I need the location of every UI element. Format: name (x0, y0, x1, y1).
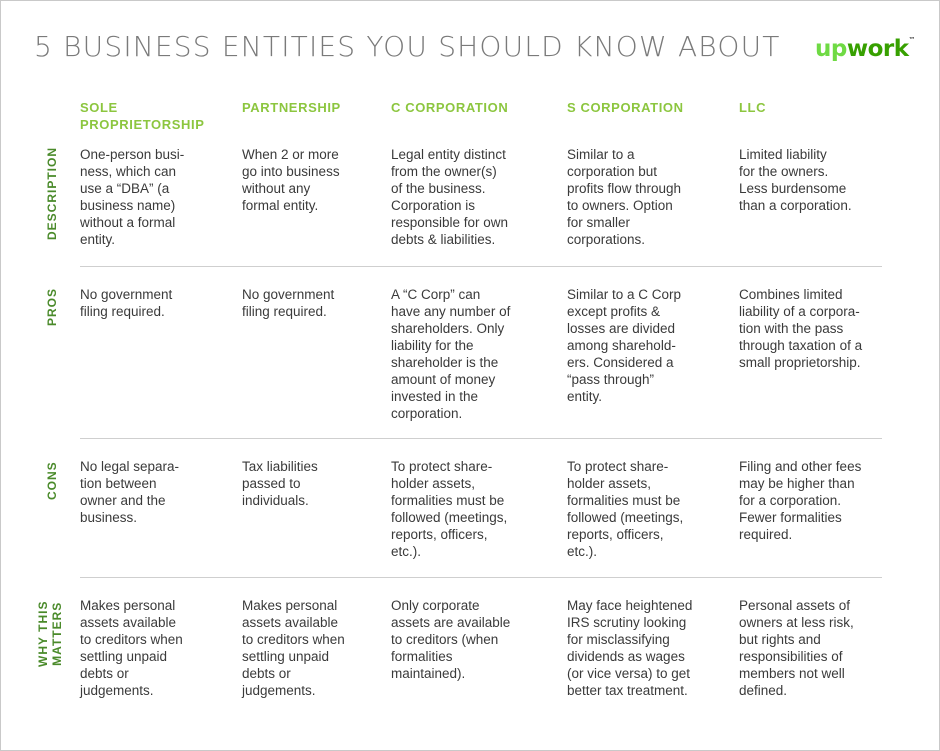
column-header-c-corporation: C CORPORATION (391, 100, 509, 115)
description-s-corporation: Similar to a corporation but profits flo… (567, 147, 682, 247)
logo-up: up (815, 36, 847, 62)
pros-sole-proprietorship: No government filing required. (80, 287, 173, 319)
cons-c-corporation: To protect share- holder assets, formali… (391, 459, 508, 559)
why-llc: Personal assets of owners at less risk, … (739, 598, 854, 698)
logo-work: work (846, 36, 909, 62)
description-partnership: When 2 or more go into business without … (242, 147, 340, 213)
column-header-sole-proprietorship: SOLE PROPRIETORSHIP (80, 100, 205, 132)
pros-llc: Combines limited liability of a corpora-… (739, 287, 863, 370)
row-label-cons: CONS (45, 461, 59, 500)
cons-s-corporation: To protect share- holder assets, formali… (567, 459, 684, 559)
description-sole-proprietorship: One-person busi- ness, which can use a “… (80, 147, 185, 247)
column-header-s-corporation: S CORPORATION (567, 100, 684, 115)
pros-s-corporation: Similar to a C Corp except profits & los… (567, 287, 682, 404)
upwork-logo: upwork™ (815, 36, 916, 62)
row-divider (80, 266, 882, 267)
logo-trademark: ™ (908, 36, 916, 44)
why-s-corporation: May face heightened IRS scrutiny looking… (567, 598, 693, 698)
row-divider (80, 438, 882, 439)
column-header-partnership: PARTNERSHIP (242, 100, 341, 115)
cons-partnership: Tax liabilities passed to individuals. (242, 459, 318, 508)
cons-sole-proprietorship: No legal separa- tion between owner and … (80, 459, 180, 525)
why-sole-proprietorship: Makes personal assets available to credi… (80, 598, 183, 698)
pros-c-corporation: A “C Corp” can have any number of shareh… (391, 287, 511, 421)
cons-llc: Filing and other fees may be higher than… (739, 459, 862, 542)
row-label-why-this-matters: WHY THIS MATTERS (36, 600, 64, 667)
why-partnership: Makes personal assets available to credi… (242, 598, 345, 698)
description-c-corporation: Legal entity distinct from the owner(s) … (391, 147, 509, 247)
page-title: 5 BUSINESS ENTITIES YOU SHOULD KNOW ABOU… (34, 30, 781, 63)
column-header-llc: LLC (739, 100, 767, 115)
pros-partnership: No government filing required. (242, 287, 335, 319)
why-c-corporation: Only corporate assets are available to c… (391, 598, 511, 681)
row-divider (80, 577, 882, 578)
row-label-pros: PROS (45, 287, 59, 326)
row-label-description: DESCRIPTION (45, 146, 59, 240)
description-llc: Limited liability for the owners. Less b… (739, 147, 852, 213)
